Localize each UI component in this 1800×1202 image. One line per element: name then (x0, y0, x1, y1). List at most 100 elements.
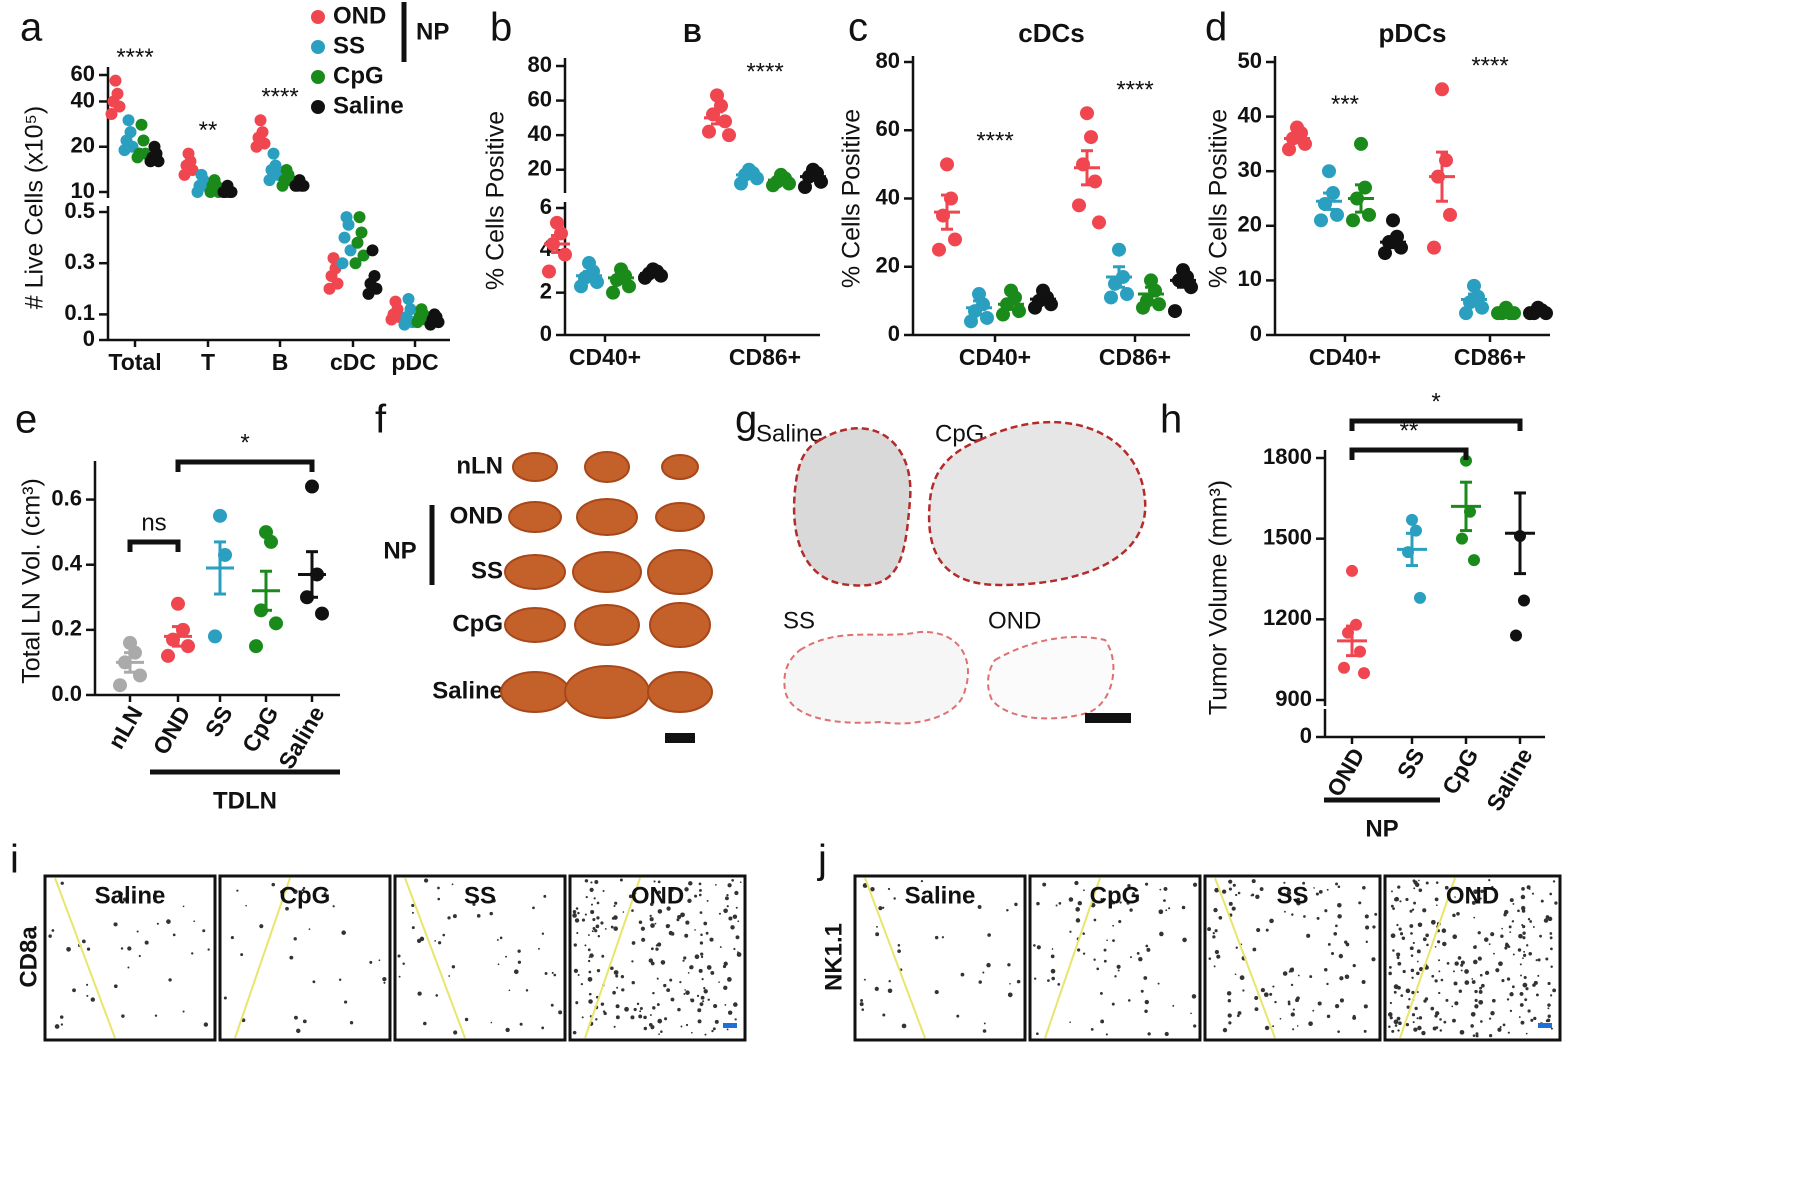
speckle (1546, 916, 1549, 919)
speckle (302, 1019, 307, 1024)
speckle (1068, 897, 1074, 902)
data-point (1322, 164, 1336, 179)
speckle (874, 986, 879, 991)
speckle (572, 1030, 577, 1035)
speckle (638, 1014, 643, 1019)
lymph-node (504, 554, 566, 590)
speckle (505, 1027, 510, 1033)
data-point (1459, 306, 1473, 321)
speckle (1390, 904, 1394, 908)
speckle (1481, 983, 1485, 988)
speckle (1488, 1033, 1493, 1038)
speckle (649, 914, 652, 918)
speckle (1192, 882, 1198, 887)
speckle (1502, 1023, 1506, 1027)
data-point (344, 244, 357, 257)
y-tick-label: 20 (71, 133, 95, 158)
speckle (1454, 896, 1456, 898)
speckle (982, 1029, 987, 1033)
speckle (1302, 881, 1306, 885)
panel-label: b (490, 6, 512, 50)
speckle (1140, 989, 1144, 993)
speckle (698, 893, 702, 897)
speckle (668, 924, 671, 927)
speckle (887, 887, 891, 891)
data-point (1460, 454, 1472, 467)
speckle (411, 926, 415, 930)
speckle (1413, 1027, 1418, 1032)
speckle (1509, 898, 1514, 903)
lymph-node (504, 607, 566, 643)
speckle (1470, 1011, 1476, 1017)
speckle (285, 906, 289, 911)
data-point (606, 285, 620, 300)
speckle (702, 1000, 705, 1003)
speckle (323, 892, 327, 895)
speckle (718, 912, 721, 915)
speckle (727, 1010, 733, 1015)
image-label: SS (1276, 882, 1308, 909)
x-tick-label: Total (108, 349, 161, 375)
speckle (1495, 968, 1500, 973)
speckle (1474, 998, 1478, 1003)
speckle (697, 1019, 702, 1024)
speckle (657, 890, 661, 894)
speckle (703, 986, 706, 990)
speckle (434, 939, 437, 942)
speckle (550, 1003, 554, 1007)
speckle (956, 1014, 960, 1018)
speckle (706, 899, 709, 902)
speckle (1392, 907, 1395, 910)
speckle (499, 936, 503, 940)
data-point (1443, 207, 1457, 222)
speckle (1506, 998, 1510, 1001)
panel-label: a (20, 6, 43, 50)
image-label: SS (783, 607, 815, 634)
speckle (615, 975, 618, 978)
y-tick-label: 60 (876, 116, 900, 141)
speckle (1077, 901, 1083, 906)
speckle (1339, 998, 1344, 1003)
speckle (1436, 904, 1438, 907)
speckle (1528, 888, 1531, 890)
y-tick-label: 0.5 (64, 198, 95, 223)
data-point (1092, 215, 1106, 230)
speckle (86, 983, 89, 986)
speckle (1335, 924, 1338, 928)
speckle (1228, 887, 1232, 891)
boundary (54, 877, 116, 1039)
speckle (1387, 1012, 1393, 1017)
speckle (723, 961, 728, 966)
data-point (1314, 213, 1328, 228)
speckle (589, 992, 592, 996)
panel-label: g (735, 398, 757, 442)
x-tick-label: CpG (237, 702, 284, 757)
data-point (338, 231, 351, 244)
speckle (1069, 930, 1072, 933)
speckle (901, 1023, 907, 1029)
lymph-node (572, 551, 642, 593)
speckle (658, 1033, 660, 1035)
y-tick-label: 50 (1238, 48, 1262, 73)
speckle (595, 1018, 598, 1021)
speckle (1545, 957, 1549, 961)
data-point (122, 114, 135, 127)
data-point (1112, 242, 1126, 257)
speckle (1272, 1025, 1275, 1028)
speckle (1488, 879, 1491, 882)
speckle (1517, 909, 1520, 913)
speckle (505, 955, 508, 958)
data-point (398, 318, 411, 331)
speckle (689, 965, 693, 970)
speckle (728, 916, 733, 921)
image-frame (853, 874, 1027, 1042)
speckle (472, 902, 476, 906)
speckle (733, 947, 736, 951)
speckle (1254, 1007, 1259, 1012)
x-tick-label: cDC (330, 349, 376, 375)
speckle (1525, 987, 1529, 991)
speckle (1550, 1027, 1553, 1030)
speckle (1213, 965, 1216, 968)
lymph-node (647, 549, 713, 595)
speckle (1388, 1025, 1391, 1029)
